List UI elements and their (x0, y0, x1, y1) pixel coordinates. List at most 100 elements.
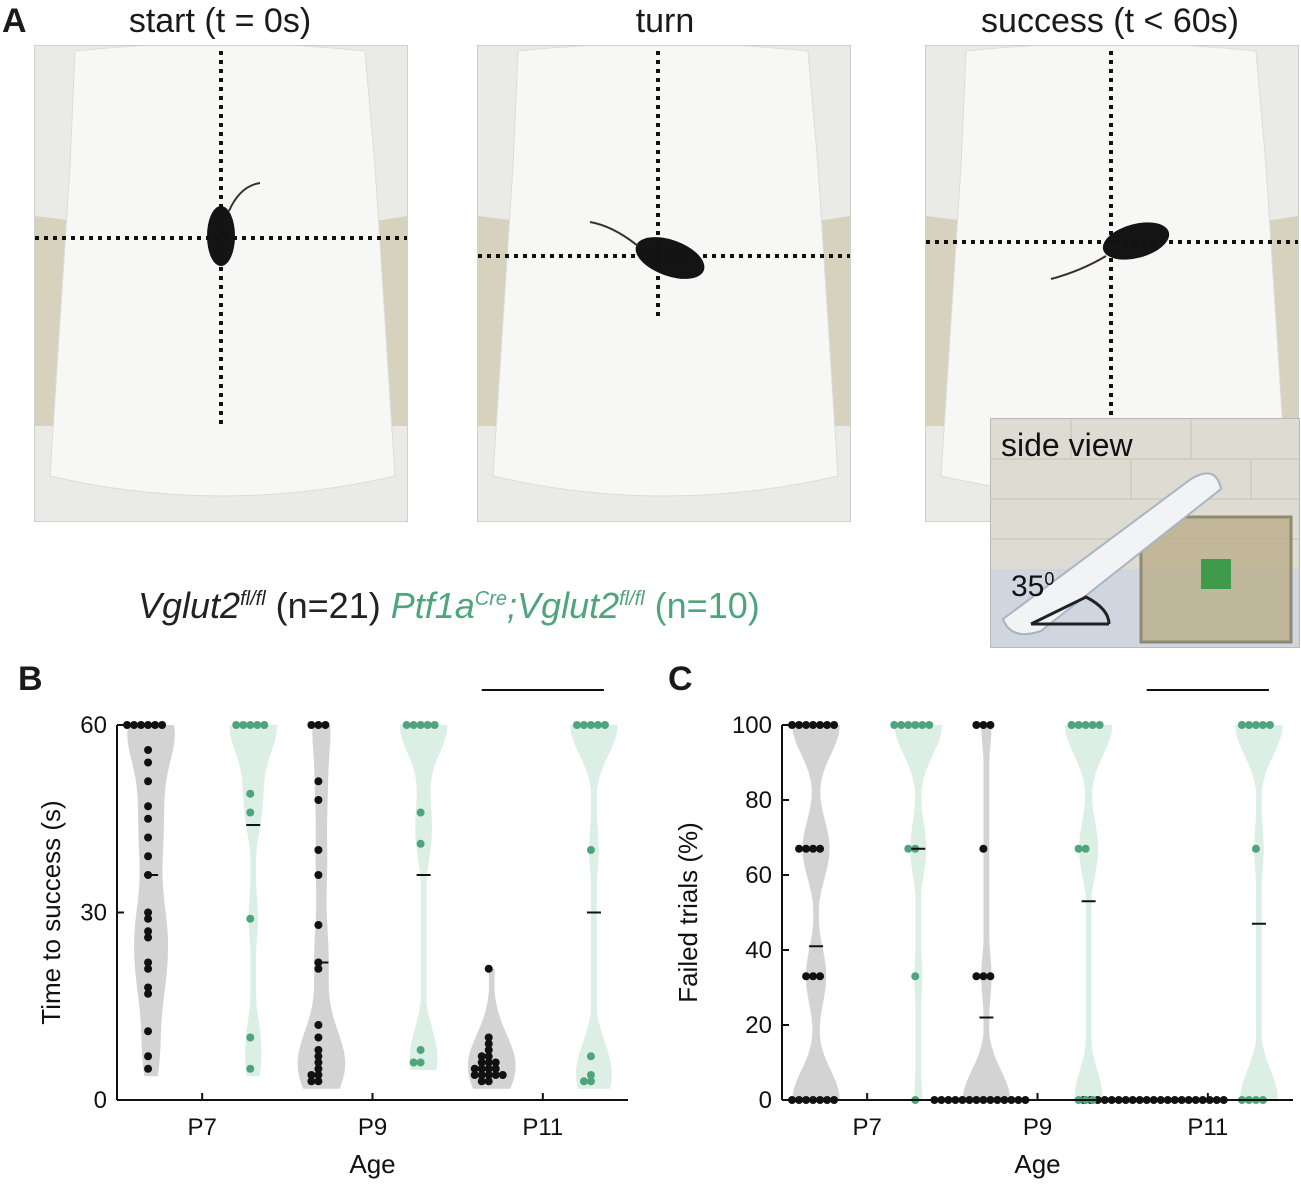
panel-b-letter: B (18, 660, 43, 698)
point-control-p11 (498, 1071, 507, 1079)
point-control-p11 (484, 964, 493, 973)
point-control-p7 (144, 1027, 153, 1036)
point-control-p9 (314, 777, 323, 786)
point-ko-p7 (239, 721, 248, 729)
point-ko-p11 (572, 721, 581, 729)
point-control-p11 (470, 1064, 479, 1073)
point-control-p7 (802, 844, 811, 853)
point-control-p7 (144, 908, 153, 917)
point-control-p7 (144, 958, 153, 967)
legend-ko-sup-a: Cre (474, 588, 508, 610)
y-axis-label: Time to success (s) (36, 800, 66, 1024)
point-ko-p11 (586, 1071, 595, 1079)
point-control-p11 (477, 1071, 486, 1079)
group-legend: Vglut2fl/fl (n=21) Ptf1aCre;Vglut2fl/fl … (138, 585, 760, 627)
side-view-inset: side view 350 (990, 418, 1300, 648)
point-control-p7 (823, 721, 832, 729)
point-ko-p11 (1237, 721, 1246, 729)
violin-control-p9 (962, 725, 1011, 1100)
point-control-p7 (144, 814, 153, 823)
point-control-p9 (972, 972, 981, 981)
point-ko-p7 (246, 808, 255, 817)
point-control-p11 (477, 1052, 486, 1061)
point-control-p9 (314, 721, 323, 729)
point-ko-p7 (232, 721, 241, 729)
point-control-p7 (144, 833, 153, 842)
point-control-p7 (144, 802, 153, 811)
x-tick-label: P9 (1023, 1114, 1052, 1141)
point-control-p7 (144, 777, 153, 786)
legend-ko-name-b: ;Vglut2 (507, 585, 620, 626)
point-control-p7 (158, 721, 167, 729)
legend-control-n: (n=21) (265, 585, 381, 626)
point-control-p7 (144, 721, 153, 729)
legend-control-sup: fl/fl (240, 588, 266, 610)
point-ko-p9 (1081, 721, 1090, 729)
violin-ko-p7 (894, 725, 943, 1100)
point-ko-p7 (911, 721, 920, 729)
point-control-p9 (314, 1071, 323, 1079)
point-control-p7 (144, 964, 153, 973)
point-control-p9 (314, 1058, 323, 1067)
violin-ko-p9 (1064, 725, 1113, 1100)
point-control-p9 (314, 1077, 323, 1086)
violin-ko-p9 (399, 725, 448, 1070)
point-ko-p11 (593, 721, 602, 729)
point-ko-p9 (1095, 721, 1104, 729)
point-control-p9 (986, 972, 995, 981)
point-control-p9 (314, 921, 323, 929)
violin-ko-p11 (570, 725, 618, 1089)
photo-title-success: success (t < 60s) (981, 2, 1239, 40)
legend-control: Vglut2fl/fl (n=21) (138, 585, 381, 626)
point-ko-p9 (416, 839, 425, 848)
chart-c: 0 20 40 60 80 100 P7 P9 P11 Age Failed trials (%) * (673, 680, 1293, 1179)
point-control-p11 (484, 1052, 493, 1061)
point-ko-p7 (904, 844, 913, 853)
y-tick-label: 80 (745, 787, 772, 814)
point-control-p7 (809, 721, 818, 729)
point-ko-p9 (1088, 721, 1097, 729)
point-control-p7 (795, 721, 804, 729)
point-control-p7 (144, 852, 153, 861)
point-control-p11 (484, 1039, 493, 1048)
point-control-p7 (144, 983, 153, 992)
angle-value: 35 (1011, 570, 1045, 603)
point-control-p11 (484, 1077, 493, 1086)
point-ko-p7 (260, 721, 269, 729)
point-ko-p9 (416, 721, 425, 729)
point-ko-p11 (579, 1077, 588, 1086)
point-control-p7 (144, 758, 153, 767)
legend-control-name: Vglut2 (138, 585, 241, 626)
point-control-p9 (307, 1077, 316, 1086)
side-view-angle: 350 (1011, 569, 1054, 604)
point-control-p7 (144, 927, 153, 936)
point-ko-p7 (897, 721, 906, 729)
x-tick-label: P7 (187, 1114, 216, 1141)
point-control-p9 (314, 846, 323, 854)
point-ko-p11 (586, 1077, 595, 1086)
point-ko-p7 (246, 1033, 255, 1042)
x-axis-label: Age (1014, 1149, 1060, 1179)
violin-control-p7 (792, 725, 840, 1100)
point-control-p11 (491, 1071, 500, 1079)
point-ko-p11 (1265, 721, 1274, 729)
point-control-p7 (795, 844, 804, 853)
point-ko-p11 (1251, 844, 1260, 853)
photo-title-turn: turn (635, 2, 695, 40)
point-ko-p9 (416, 1058, 425, 1067)
legend-ko-n: (n=10) (644, 585, 760, 626)
point-ko-p7 (904, 721, 913, 729)
point-control-p7 (802, 972, 811, 981)
violin-ko-p11 (1235, 725, 1283, 1100)
point-control-p9 (979, 844, 988, 853)
point-ko-p11 (600, 721, 609, 729)
point-control-p9 (314, 1064, 323, 1073)
point-control-p7 (809, 844, 818, 853)
point-ko-p11 (1258, 721, 1267, 729)
x-tick-label: P11 (1187, 1114, 1228, 1141)
point-ko-p7 (911, 972, 920, 981)
point-ko-p7 (925, 721, 934, 729)
photo-title-start: start (t = 0s) (128, 2, 312, 40)
y-tick-label: 60 (80, 712, 107, 739)
photo-start-scene (35, 46, 407, 521)
